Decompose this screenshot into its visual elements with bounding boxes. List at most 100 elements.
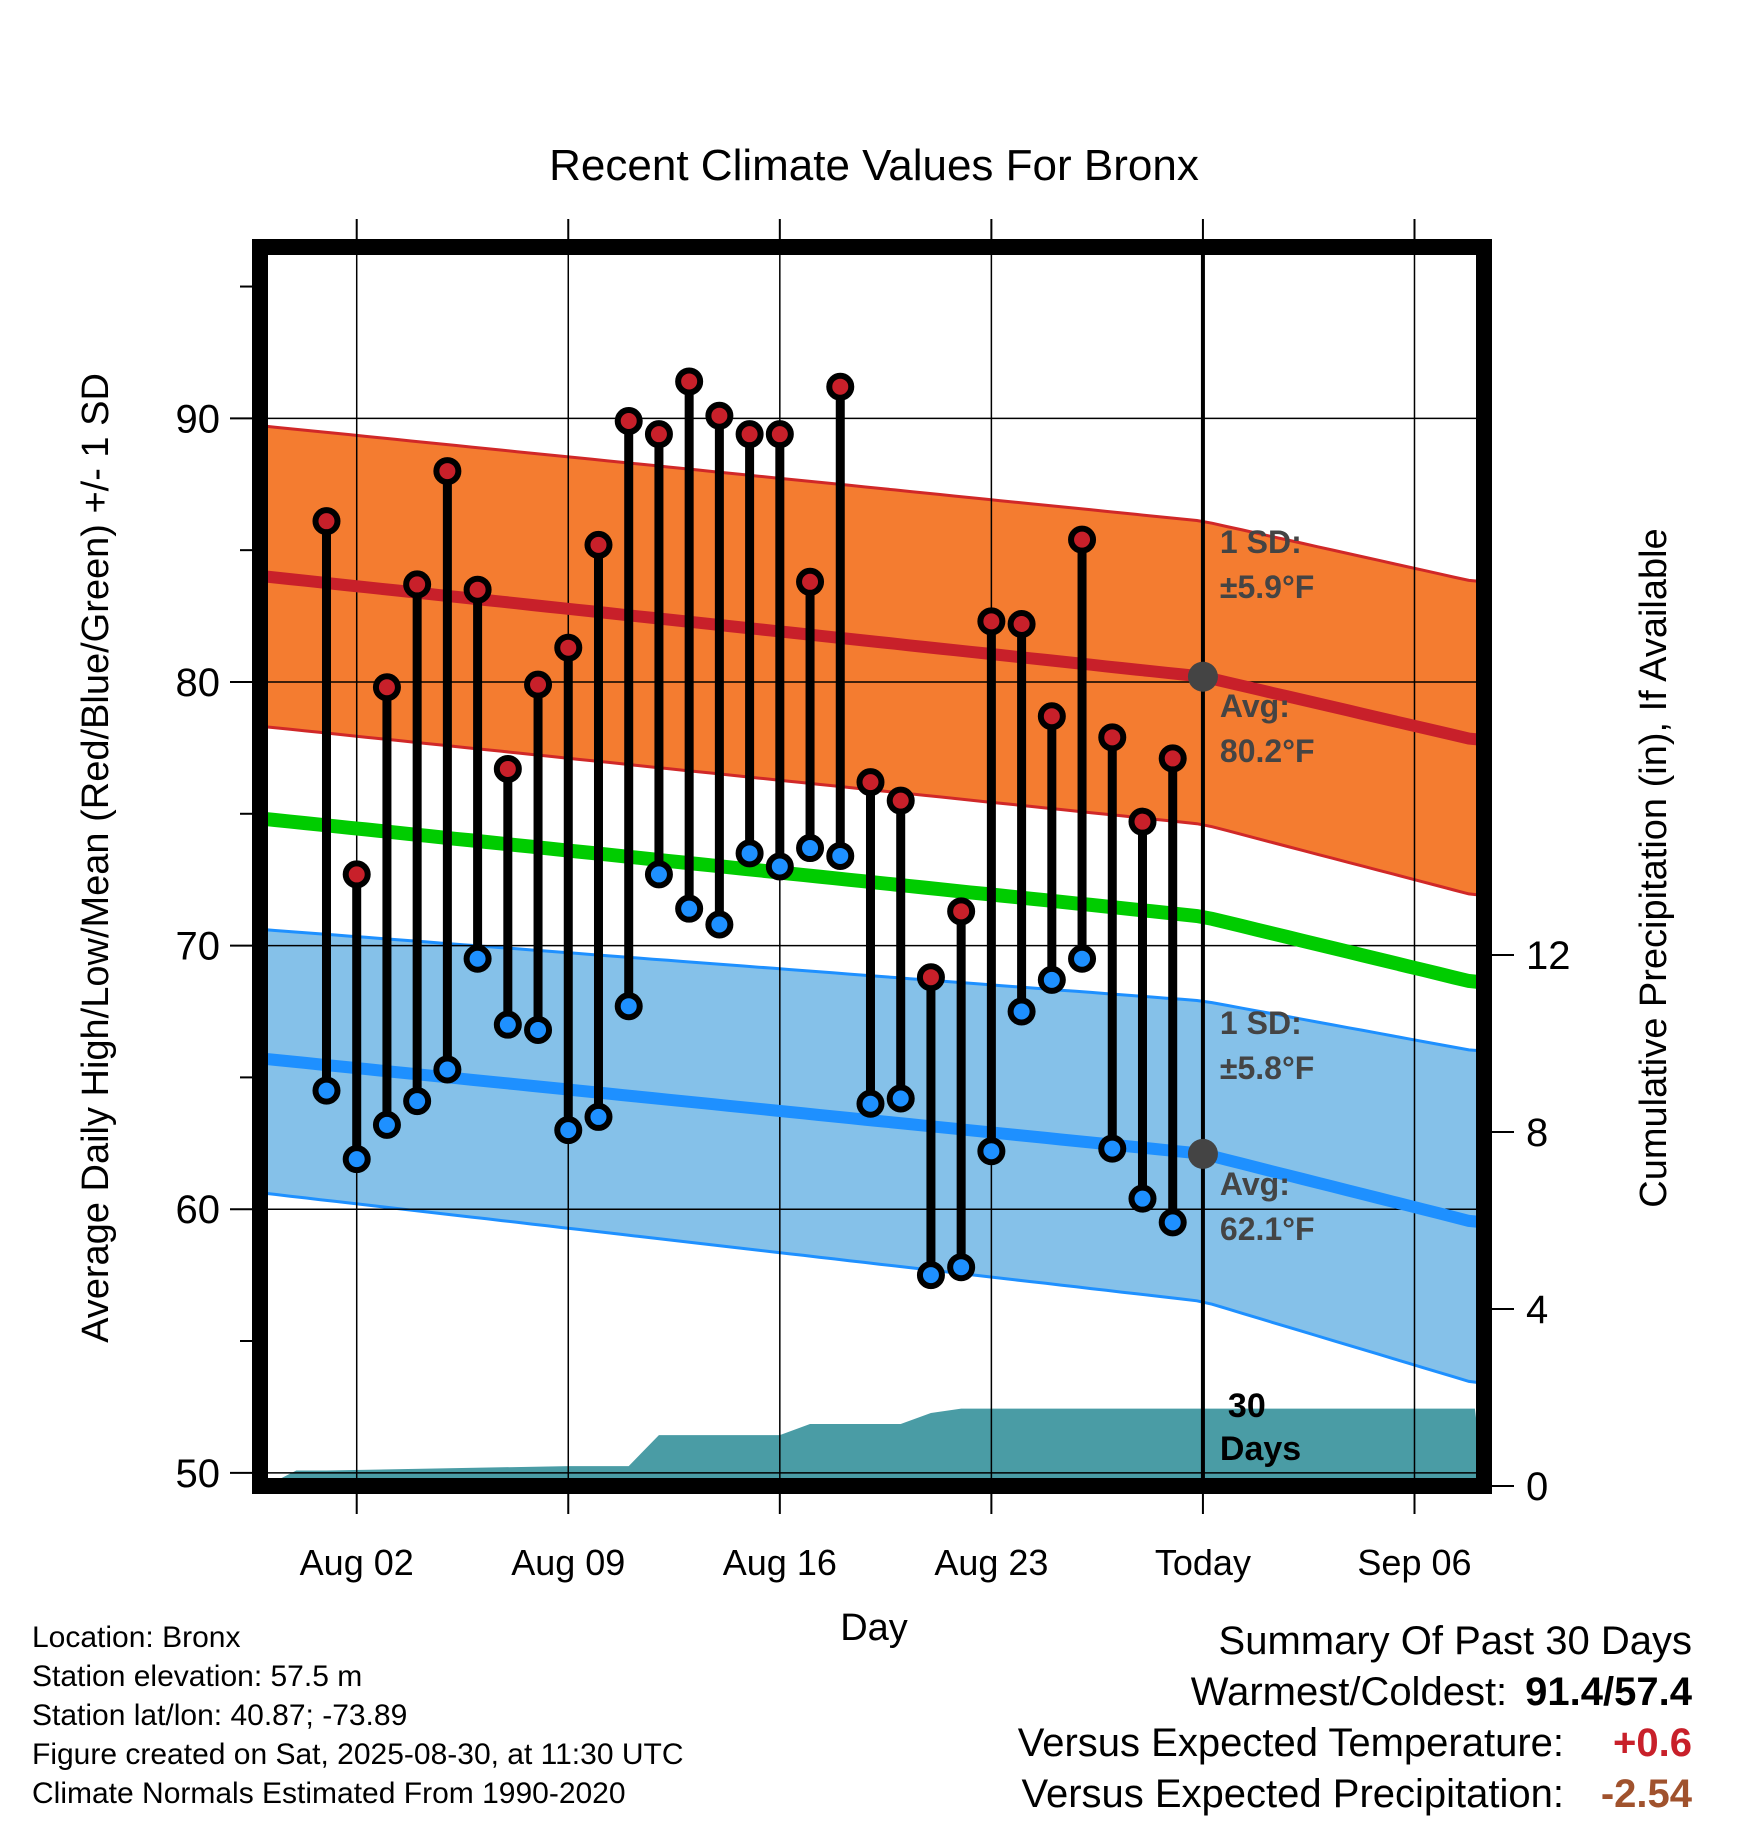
high-normal-line	[259, 569, 1485, 746]
low-temp-point	[705, 910, 734, 939]
low-temp-point	[675, 894, 704, 923]
low-temp-point	[463, 944, 492, 973]
high-temp-point	[856, 768, 885, 797]
low-temp-point	[554, 1116, 583, 1145]
low-temp-point	[342, 1145, 371, 1174]
low-temp-point	[1098, 1134, 1127, 1163]
high-temp-point	[493, 754, 522, 783]
x-tick-label: Aug 02	[300, 1542, 414, 1583]
warm-cold-value: 91.4/57.4	[1525, 1670, 1692, 1714]
high-avg-label: Avg:	[1220, 688, 1290, 724]
window-days-number: 30	[1228, 1387, 1266, 1425]
high-temp-point	[735, 420, 764, 449]
warm-cold-label: Warmest/Coldest:	[1190, 1670, 1508, 1714]
low-temp-point	[524, 1015, 553, 1044]
high-temp-point	[916, 963, 945, 992]
plot-frame	[252, 239, 1492, 1494]
high-temp-point	[1037, 702, 1066, 731]
high-temp-point	[705, 401, 734, 430]
low-temp-point	[977, 1137, 1006, 1166]
high-temp-point	[524, 670, 553, 699]
low-temp-point	[916, 1261, 945, 1290]
high-temp-point	[342, 860, 371, 889]
high-avg-value: 80.2°F	[1220, 733, 1315, 769]
low-temp-point	[403, 1087, 432, 1116]
high-sd-label: 1 SD:	[1220, 524, 1302, 560]
low-temp-point	[856, 1089, 885, 1118]
low-temp-point	[1068, 944, 1097, 973]
low-temp-point	[1128, 1184, 1157, 1213]
y2-tick-label: 12	[1526, 934, 1571, 978]
low-temp-point	[372, 1110, 401, 1139]
y-tick-label: 70	[176, 925, 221, 969]
x-axis-label: Day	[840, 1607, 908, 1649]
high-temp-point	[614, 406, 643, 435]
high-temp-point	[463, 575, 492, 604]
today-low-avg-marker	[1187, 1138, 1218, 1169]
low-temp-point	[1158, 1208, 1187, 1237]
high-sd-value: ±5.9°F	[1220, 569, 1314, 605]
high-sd-upper-line	[259, 424, 1485, 584]
high-temp-point	[947, 897, 976, 926]
high-temp-point	[796, 567, 825, 596]
window-days-unit: Days	[1220, 1430, 1301, 1468]
low-temp-point	[886, 1084, 915, 1113]
high-temp-point	[1068, 525, 1097, 554]
high-temp-point	[433, 457, 462, 486]
y-axis-label: Average Daily High/Low/Mean (Red/Blue/Gr…	[75, 373, 117, 1343]
low-temp-point	[493, 1010, 522, 1039]
low-normal-line	[259, 1052, 1485, 1229]
low-sd-lower-line	[259, 1191, 1485, 1385]
low-avg-value: 62.1°F	[1220, 1211, 1315, 1247]
created-text: Figure created on Sat, 2025-08-30, at 11…	[32, 1738, 684, 1771]
high-temp-point	[1098, 723, 1127, 752]
low-temp-point	[312, 1076, 341, 1105]
x-tick-label: Sep 06	[1357, 1542, 1471, 1583]
chart-title: Recent Climate Values For Bronx	[549, 141, 1199, 190]
normals-text: Climate Normals Estimated From 1990-2020	[32, 1777, 626, 1810]
low-temp-point	[433, 1055, 462, 1084]
high-temp-point	[403, 570, 432, 599]
temp-anomaly-label: Versus Expected Temperature:	[1017, 1721, 1564, 1765]
low-temp-point	[1037, 965, 1066, 994]
high-temp-point	[765, 420, 794, 449]
y2-tick-label: 8	[1526, 1111, 1548, 1155]
y2-tick-label: 4	[1526, 1288, 1548, 1332]
high-temp-point	[372, 673, 401, 702]
high-temp-point	[675, 367, 704, 396]
high-temp-point	[584, 530, 613, 559]
x-tick-label: Aug 23	[934, 1542, 1048, 1583]
y-tick-label: 50	[176, 1452, 221, 1496]
high-temp-point	[1158, 744, 1187, 773]
low-temp-point	[644, 860, 673, 889]
high-sd-band	[260, 425, 1484, 896]
temp-anomaly-value: +0.6	[1613, 1721, 1692, 1765]
low-temp-point	[584, 1102, 613, 1131]
summary-panel: Summary Of Past 30 Days Warmest/Coldest:…	[1018, 1616, 1692, 1820]
summary-heading: Summary Of Past 30 Days	[1218, 1619, 1692, 1663]
high-temp-point	[644, 420, 673, 449]
low-temp-point	[735, 839, 764, 868]
y2-axis-label: Cumulative Precipitation (in), If Availa…	[1633, 528, 1675, 1207]
low-temp-point	[796, 834, 825, 863]
high-temp-point	[977, 607, 1006, 636]
high-temp-point	[1128, 807, 1157, 836]
low-avg-label: Avg:	[1220, 1166, 1290, 1202]
high-temp-point	[886, 786, 915, 815]
high-temp-point	[826, 372, 855, 401]
today-high-avg-marker	[1187, 661, 1218, 692]
x-tick-label: Aug 16	[723, 1542, 837, 1583]
low-temp-point	[614, 992, 643, 1021]
y-tick-label: 60	[176, 1188, 221, 1232]
plot-area: 1 SD: ±5.9°F Avg: 80.2°F 1 SD: ±5.8°F Avg: 62.1…	[176, 219, 1571, 1583]
high-temp-point	[1007, 609, 1036, 638]
low-temp-point	[1007, 997, 1036, 1026]
elevation-text: Station elevation: 57.5 m	[32, 1660, 363, 1693]
precipitation-area	[260, 1408, 1484, 1486]
y-tick-label: 90	[176, 397, 221, 441]
precip-anomaly-value: -2.54	[1600, 1772, 1692, 1816]
low-temp-point	[765, 852, 794, 881]
low-sd-label: 1 SD:	[1220, 1005, 1302, 1041]
low-sd-value: ±5.8°F	[1220, 1050, 1314, 1086]
